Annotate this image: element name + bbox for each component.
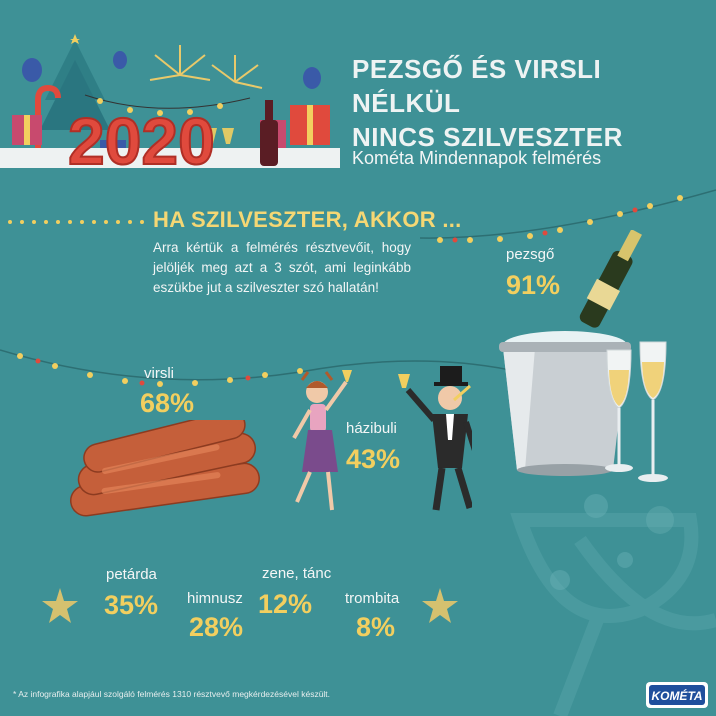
result-label-virsli: virsli xyxy=(144,365,174,382)
result-label-trombita: trombita xyxy=(345,590,400,607)
kometa-logo: KOMÉTA xyxy=(646,682,708,708)
result-value-trombita: 8% xyxy=(356,612,396,642)
banner-year-text: 2020 xyxy=(68,104,215,175)
page-subtitle: Kométa Mindennapok felmérés xyxy=(352,148,602,168)
party-people-icon xyxy=(292,366,472,511)
star-icon-right xyxy=(422,588,458,623)
star-icon-left xyxy=(42,588,78,623)
result-value-himnusz: 28% xyxy=(189,612,244,642)
result-label-pezsgo: pezsgő xyxy=(506,246,555,263)
result-label-himnusz: himnusz xyxy=(187,590,243,607)
result-value-virsli: 68% xyxy=(140,388,195,418)
result-value-zene-tanc: 12% xyxy=(258,589,313,619)
result-label-petarda: petárda xyxy=(106,566,157,583)
result-value-petarda: 35% xyxy=(104,590,159,620)
champagne-bucket-icon xyxy=(499,230,668,482)
result-value-pezsgo: 91% xyxy=(506,270,561,300)
page-title-line-1: PEZSGŐ ÉS VIRSLI NÉLKÜL xyxy=(352,54,602,118)
logo-text: KOMÉTA xyxy=(651,688,702,703)
section-heading: HA SZILVESZTER, AKKOR ... xyxy=(153,207,462,232)
result-value-hazibuli: 43% xyxy=(346,444,401,474)
result-label-zene-tanc: zene, tánc xyxy=(262,565,332,582)
intro-paragraph: Arra kértük a felmérés résztvevőit, hogy… xyxy=(153,240,411,295)
page-title: PEZSGŐ ÉS VIRSLI NÉLKÜL NINCS SZILVESZTE… xyxy=(352,52,712,154)
footnote: * Az infografika alapjául szolgáló felmé… xyxy=(13,689,331,699)
new-year-banner-illustration: 2020 xyxy=(0,34,340,175)
result-label-hazibuli: házibuli xyxy=(346,420,397,437)
sausages-icon xyxy=(69,420,260,517)
page-title-line-2: NINCS SZILVESZTER xyxy=(352,122,623,152)
